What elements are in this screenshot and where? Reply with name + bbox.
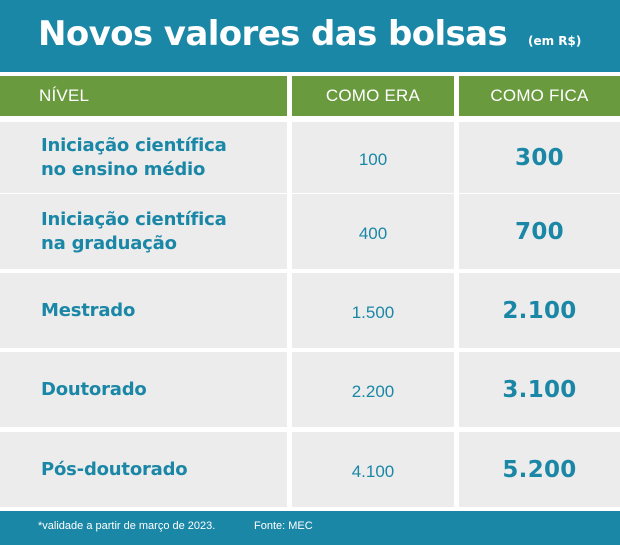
source-credit: Fonte: MEC <box>254 520 313 532</box>
como-fica-value: 3.100 <box>502 376 577 403</box>
table-row-como-era: 1.500 <box>292 273 454 348</box>
column-header-como-fica: COMO FICA <box>459 76 620 116</box>
nivel-label: Mestrado <box>41 299 136 321</box>
como-fica-value: 5.200 <box>502 456 577 483</box>
table-row-nivel: Mestrado <box>0 273 287 348</box>
table-row-como-era: 4.100 <box>292 432 454 507</box>
table-row-como-fica: 5.200 <box>459 432 620 507</box>
table-row-como-fica: 300 <box>459 122 620 193</box>
table-row-como-fica: 2.100 <box>459 273 620 348</box>
como-era-value: 100 <box>358 149 388 169</box>
validity-note: *validade a partir de março de 2023. <box>38 520 216 532</box>
table-body: Iniciação científica no ensino médio 100… <box>0 116 620 511</box>
nivel-label: Doutorado <box>41 378 147 400</box>
como-era-value: 1.500 <box>351 302 395 322</box>
como-fica-value: 300 <box>515 144 564 171</box>
nivel-label: Pós-doutorado <box>41 458 188 480</box>
footer-bar: *validade a partir de março de 2023. Fon… <box>0 511 620 545</box>
table-header: NÍVEL COMO ERA COMO FICA <box>0 72 620 116</box>
como-era-value: 400 <box>358 223 388 243</box>
nivel-label: Iniciação científica no ensino médio <box>41 134 227 180</box>
table-row-nivel: Pós-doutorado <box>0 432 287 507</box>
como-fica-value: 700 <box>515 218 564 245</box>
column-header-nivel: NÍVEL <box>0 76 287 116</box>
table-row-como-fica: 700 <box>459 194 620 269</box>
nivel-label: Iniciação científica na graduação <box>41 208 227 254</box>
page-title: Novos valores das bolsas <box>38 14 508 54</box>
column-header-como-era: COMO ERA <box>292 76 454 116</box>
table-row-como-era: 2.200 <box>292 352 454 427</box>
como-era-value: 4.100 <box>351 461 395 481</box>
unit-label: (em R$) <box>528 34 582 48</box>
table-row-como-era: 100 <box>292 122 454 193</box>
table-row-nivel: Doutorado <box>0 352 287 427</box>
table-row-como-era: 400 <box>292 194 454 269</box>
table-row-como-fica: 3.100 <box>459 352 620 427</box>
title-bar: Novos valores das bolsas (em R$) <box>0 0 620 72</box>
como-fica-value: 2.100 <box>502 297 577 324</box>
table-row-nivel: Iniciação científica no ensino médio <box>0 122 287 193</box>
table-row-nivel: Iniciação científica na graduação <box>0 194 287 269</box>
como-era-value: 2.200 <box>351 381 395 401</box>
